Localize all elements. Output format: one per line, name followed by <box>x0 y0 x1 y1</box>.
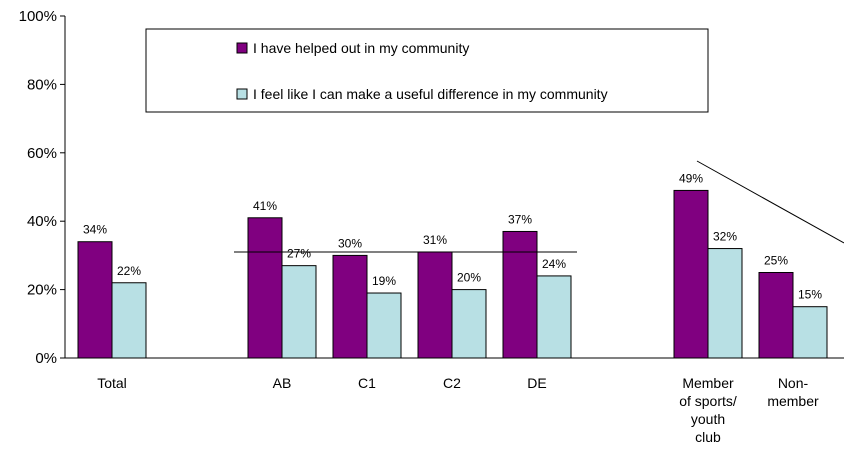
category-label: Non-member <box>767 375 819 409</box>
data-label-series-1: 31% <box>423 233 447 247</box>
legend: I have helped out in my community I feel… <box>145 28 709 113</box>
category-label-line: C2 <box>443 375 461 391</box>
data-label-series-1: 37% <box>508 212 532 226</box>
data-label-series-1: 34% <box>83 223 107 237</box>
data-label-series-2: 27% <box>287 247 311 261</box>
data-label-series-2: 15% <box>798 288 822 302</box>
y-tick-label: 40% <box>27 213 57 230</box>
data-label-series-2: 19% <box>372 274 396 288</box>
legend-label-series-1: I have helped out in my community <box>253 40 469 56</box>
data-label-series-2: 22% <box>117 264 141 278</box>
bar-series-1 <box>502 230 538 359</box>
category-label-line: Non- <box>778 375 809 391</box>
bar-series-1 <box>77 241 113 359</box>
bar-series-2 <box>536 275 572 359</box>
category-label-line: Total <box>97 375 127 391</box>
y-tick-label: 60% <box>27 145 57 162</box>
diagonal-annotation-line <box>696 160 844 244</box>
category-label: Total <box>97 375 127 391</box>
bar-series-1 <box>758 272 794 359</box>
bar-series-2 <box>111 282 147 359</box>
category-label-line: member <box>767 393 819 409</box>
category-label-line: AB <box>273 375 292 391</box>
bar-series-2 <box>281 265 317 359</box>
category-label: AB <box>273 375 292 391</box>
data-label-series-2: 32% <box>713 230 737 244</box>
category-label-line: of sports/ <box>679 393 737 409</box>
bar-series-2 <box>366 292 402 359</box>
bar-series-1 <box>417 251 453 359</box>
data-label-series-1: 25% <box>764 254 788 268</box>
data-label-series-1: 41% <box>253 199 277 213</box>
y-tick-label: 0% <box>35 350 57 367</box>
category-label-line: club <box>695 429 721 445</box>
annotations <box>234 160 844 253</box>
bar-series-2 <box>707 248 743 359</box>
y-tick-label: 20% <box>27 282 57 299</box>
category-label: Member of sports/youth club <box>679 375 737 445</box>
legend-swatch-series-1 <box>236 42 248 54</box>
legend-swatch-series-2 <box>236 88 248 100</box>
data-label-series-2: 20% <box>457 271 481 285</box>
bar-series-1 <box>247 217 283 359</box>
category-label-line: DE <box>527 375 546 391</box>
category-label-line: youth <box>691 411 725 427</box>
legend-label-series-2: I feel like I can make a useful differen… <box>253 86 608 102</box>
category-label: DE <box>527 375 546 391</box>
axes: 0% 20% 40% 60% 80% 100% Total AB C1 C2 DE Member of … <box>19 8 844 445</box>
data-label-series-1: 49% <box>679 171 703 185</box>
bar-series-2 <box>451 289 487 359</box>
bar-series-2 <box>792 306 828 359</box>
bars: 34% 22% 41% 27% 30% 19% 31% 20% 37% 24% 49% 32% 25% 1… <box>77 171 828 359</box>
y-tick-label: 100% <box>19 8 57 25</box>
data-label-series-2: 24% <box>542 257 566 271</box>
y-tick-label: 80% <box>27 76 57 93</box>
category-label: C1 <box>358 375 376 391</box>
category-label-line: Member <box>682 375 734 391</box>
category-label: C2 <box>443 375 461 391</box>
bar-series-1 <box>673 189 709 359</box>
data-label-series-1: 30% <box>338 236 362 250</box>
category-label-line: C1 <box>358 375 376 391</box>
bar-series-1 <box>332 254 368 359</box>
